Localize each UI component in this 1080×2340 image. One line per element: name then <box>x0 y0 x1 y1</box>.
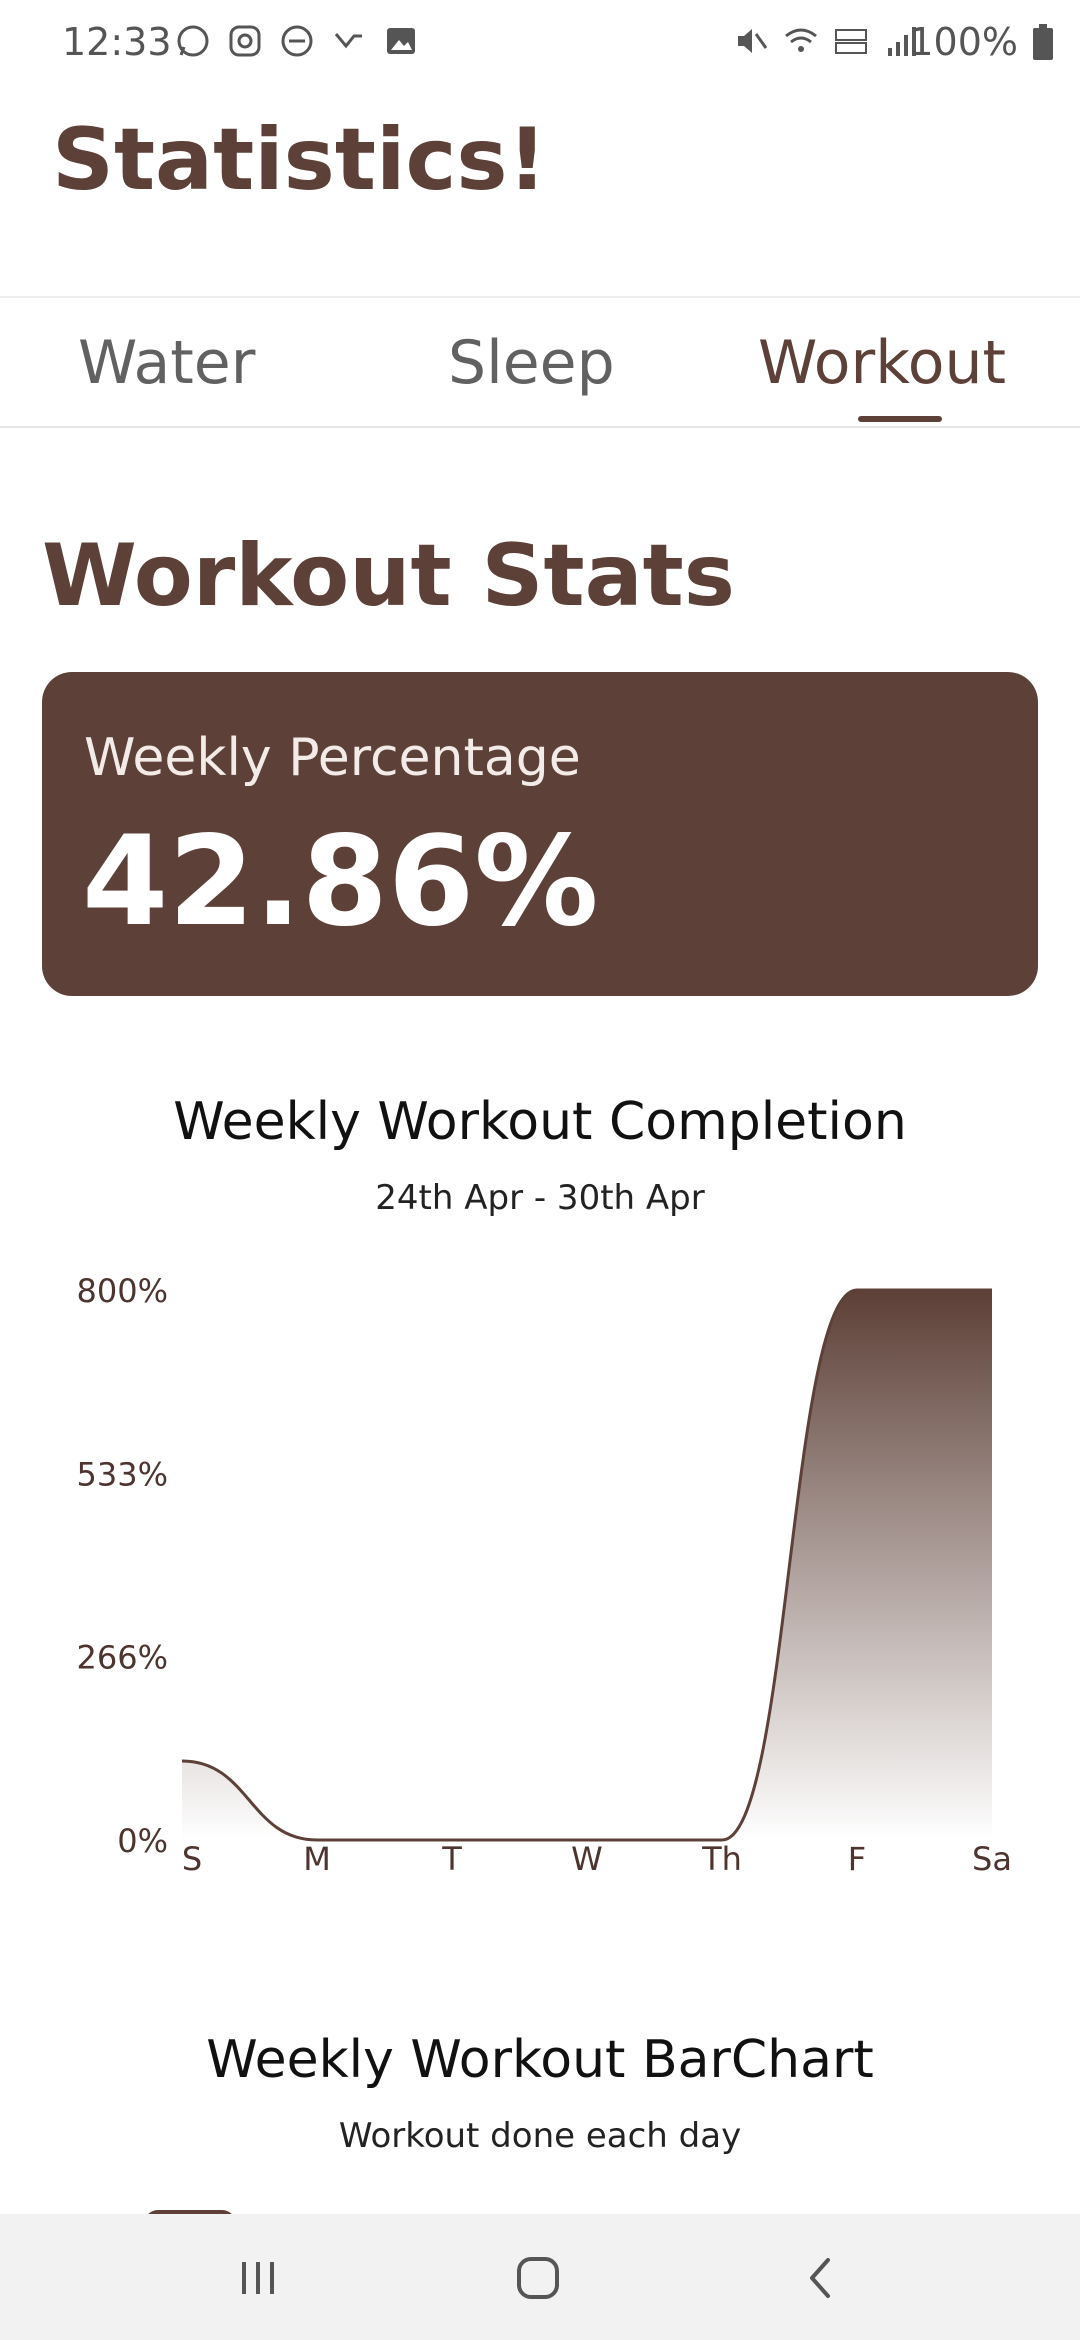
home-icon[interactable] <box>506 2246 570 2310</box>
workout-completion-chart: 0% 266% 533% 800% S M T W Th F Sa <box>77 1272 1012 1878</box>
navigation-bar <box>0 2214 1080 2340</box>
y-tick-label: 0% <box>117 1822 168 1860</box>
status-time: 12:33 <box>62 20 172 64</box>
missed-call-icon <box>334 33 362 49</box>
barchart-subtitle: Workout done each day <box>338 2116 742 2156</box>
y-tick-label: 533% <box>77 1455 168 1493</box>
chart-series-line <box>181 1288 992 1842</box>
system-icons <box>732 22 920 60</box>
do-not-disturb-icon <box>281 25 313 57</box>
x-tick-label: T <box>441 1840 462 1878</box>
tab-sleep[interactable]: Sleep <box>448 328 615 398</box>
weekly-percentage-value: 42.86% <box>82 810 599 954</box>
back-icon[interactable] <box>790 2246 854 2310</box>
x-tick-label: Th <box>701 1840 742 1878</box>
x-tick-label: F <box>848 1840 866 1878</box>
chart-subtitle: 24th Apr - 30th Apr <box>375 1178 705 1218</box>
notification-icons <box>174 22 420 60</box>
app-title: Statistics! <box>52 110 547 210</box>
signal-icon <box>888 27 916 56</box>
status-bar: 12:33 100% <box>0 0 1080 86</box>
instagram-icon <box>229 25 261 57</box>
tab-indicator <box>858 416 942 422</box>
volte-icon <box>835 29 867 54</box>
battery-percent: 100% <box>909 20 1018 64</box>
x-tick-label: W <box>571 1840 603 1878</box>
x-tick-label: Sa <box>972 1840 1012 1878</box>
wifi-icon <box>785 28 817 52</box>
y-tick-label: 266% <box>77 1639 168 1677</box>
x-tick-label: S <box>182 1840 202 1878</box>
weekly-percentage-label: Weekly Percentage <box>84 728 581 788</box>
tab-bar: Water Sleep Workout <box>0 296 1080 428</box>
y-tick-label: 800% <box>77 1272 168 1310</box>
weekly-percentage-card: Weekly Percentage 42.86% <box>42 672 1038 996</box>
gallery-icon <box>387 28 415 54</box>
section-title: Workout Stats <box>42 526 735 626</box>
mute-icon <box>738 29 768 53</box>
barchart-title: Weekly Workout BarChart <box>206 2030 874 2090</box>
tab-workout[interactable]: Workout <box>758 328 1007 398</box>
battery-icon <box>1033 24 1053 60</box>
recents-icon[interactable] <box>226 2246 290 2310</box>
chart-title: Weekly Workout Completion <box>173 1092 907 1152</box>
x-tick-label: M <box>303 1840 331 1878</box>
chart-area-fill <box>182 1290 992 1840</box>
whatsapp-icon <box>177 25 209 57</box>
tab-water[interactable]: Water <box>78 328 256 398</box>
